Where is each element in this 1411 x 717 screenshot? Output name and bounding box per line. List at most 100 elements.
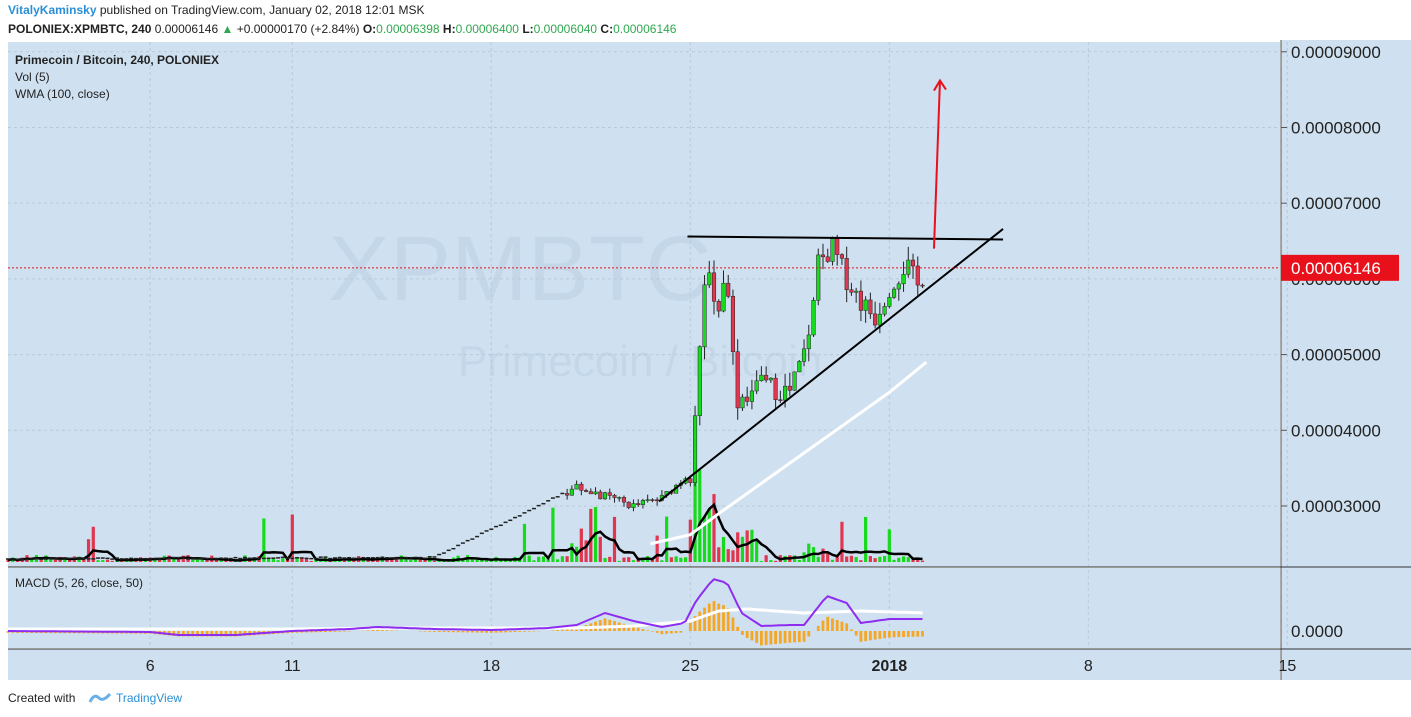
macd-hist-bar [489, 631, 493, 633]
macd-hist-bar [452, 631, 455, 633]
volume-bar [622, 557, 626, 562]
volume-bar [845, 556, 849, 562]
macd-hist-bar [835, 620, 839, 631]
volume-bar [67, 559, 72, 562]
legend-macd[interactable]: MACD (5, 26, close, 50) [15, 576, 143, 590]
macd-signal-line [8, 607, 923, 631]
legend-wma[interactable]: WMA (100, close) [15, 87, 110, 101]
time-tick-label: 6 [146, 658, 155, 675]
volume-bar [774, 560, 778, 562]
volume-bar [702, 516, 707, 562]
open-value: 0.00006398 [376, 22, 440, 36]
volume-bar [584, 540, 588, 562]
macd-hist-bar [826, 616, 830, 631]
candle-body [839, 254, 844, 259]
volume-bar [205, 558, 209, 562]
macd-hist-bar [494, 631, 498, 633]
candle-body [579, 483, 584, 491]
macd-zero-label: 0.0000 [1291, 622, 1343, 641]
macd-hist-bar [376, 629, 379, 631]
time-axis[interactable] [8, 649, 1280, 680]
volume-bar [409, 559, 413, 562]
volume-bar [484, 558, 489, 562]
candle-body [910, 259, 916, 267]
price-axis[interactable] [1281, 40, 1411, 680]
volume-bar [726, 549, 730, 562]
last-price-badge-text: 0.00006146 [1291, 259, 1381, 278]
volume-bar [669, 557, 673, 562]
volume-bar [262, 518, 266, 562]
candle-body [565, 493, 570, 496]
breakout-arrow[interactable] [932, 80, 941, 249]
macd-hist-bar [868, 631, 872, 641]
volume-bar [191, 559, 195, 562]
macd-hist-bar [219, 631, 223, 637]
candle-body [584, 490, 589, 492]
volume-bar [49, 557, 53, 562]
candle-body [854, 290, 859, 293]
close-label: C: [600, 22, 614, 36]
volume-bar [82, 558, 86, 562]
volume-bar [570, 543, 574, 562]
tradingview-link[interactable]: TradingView [116, 691, 183, 705]
resistance-trendline[interactable] [687, 235, 1004, 241]
author-link[interactable]: VitalyKaminsky [8, 3, 97, 17]
candle-body [602, 492, 608, 500]
macd-hist-bar [698, 611, 702, 631]
support-trendline[interactable] [658, 228, 1004, 503]
publish-info: VitalyKaminsky published on TradingView.… [8, 3, 425, 17]
time-tick-label: 15 [1278, 658, 1296, 675]
volume-bar [717, 547, 721, 562]
legend-volume[interactable]: Vol (5) [15, 70, 50, 84]
last-price-text: 0.00006146 [154, 22, 219, 36]
candle-body [787, 385, 792, 391]
volume-bar [755, 540, 759, 562]
macd-hist-bar [859, 631, 863, 642]
volume-bar [840, 521, 844, 562]
macd-hist-bar [831, 618, 834, 631]
macd-hist-bar [651, 631, 654, 632]
volume-bar [627, 557, 631, 562]
volume-bar [281, 558, 285, 562]
main-pane[interactable] [8, 42, 1280, 567]
volume-bar [901, 556, 906, 562]
time-tick-label: 11 [284, 658, 301, 675]
macd-hist-bar [314, 631, 318, 633]
macd-hist-bar [873, 631, 877, 640]
macd-hist-bar [731, 617, 735, 631]
candle-body [820, 254, 826, 258]
macd-hist-bar [921, 631, 924, 637]
volume-bar [603, 557, 607, 562]
legend-title[interactable]: Primecoin / Bitcoin, 240, POLONIEX [15, 53, 219, 67]
macd-hist-bar [821, 620, 825, 631]
volume-bar [835, 556, 839, 562]
macd-hist-bar [911, 631, 915, 637]
candle-body [920, 284, 925, 287]
macd-hist-bar [665, 631, 669, 634]
macd-hist-bar [295, 631, 299, 633]
candle-body [830, 238, 835, 262]
volume-bar [911, 559, 915, 562]
volume-bar [214, 559, 219, 562]
macd-hist-bar [437, 631, 441, 632]
macd-hist-bar [475, 631, 479, 633]
price-chart[interactable]: XPMBTC Primecoin / Bitcoin 0.000030000.0… [0, 40, 1411, 680]
candle-body [693, 415, 698, 483]
volume-bar [224, 560, 228, 562]
candle-body [764, 374, 769, 381]
candle-body [887, 297, 892, 307]
macd-hist-bar [641, 629, 645, 631]
candle-body [574, 483, 579, 490]
candle-body [707, 272, 712, 286]
volume-bar [693, 463, 697, 562]
candle-body [892, 288, 897, 298]
candle-body [868, 299, 873, 315]
time-tick-label: 2018 [872, 658, 908, 675]
volume-bar [655, 535, 659, 562]
volume-bar [30, 558, 34, 562]
volume-bar [96, 560, 100, 562]
candle-body [588, 491, 593, 495]
candle-body [697, 346, 702, 416]
volume-bar [371, 560, 375, 562]
macd-hist-bar [864, 631, 868, 642]
